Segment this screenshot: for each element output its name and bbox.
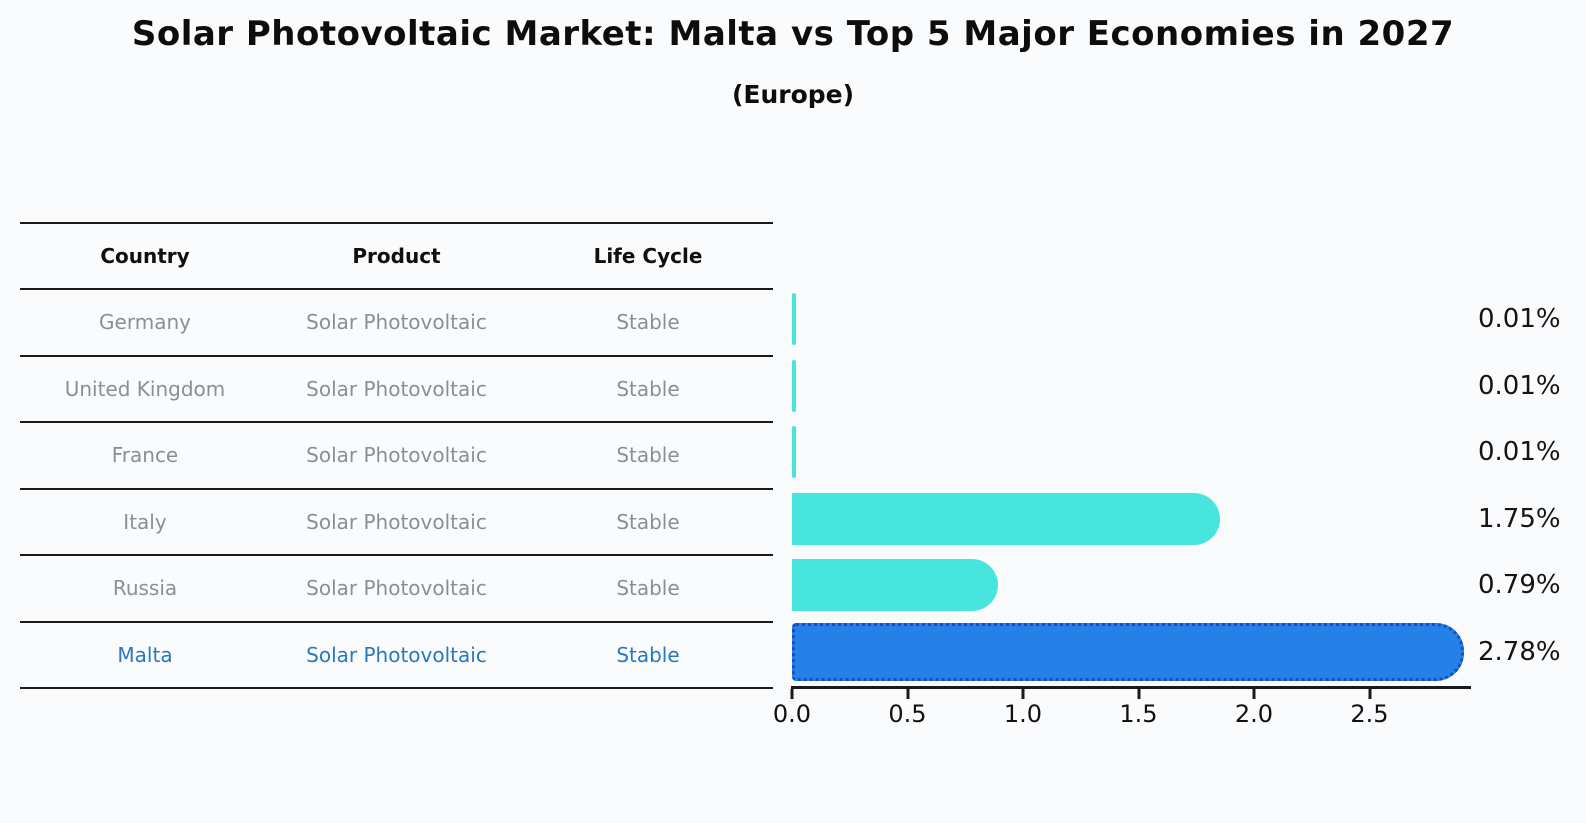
cell-product: Solar Photovoltaic [306, 642, 487, 667]
x-axis-tick [1021, 689, 1025, 699]
bar-russia [792, 559, 999, 612]
x-axis-tick [1368, 689, 1371, 699]
bar-germany [792, 293, 796, 346]
table-row-malta: Malta Solar Photovoltaic Stable [20, 623, 773, 689]
x-axis-tick-label: 0.0 [772, 700, 812, 728]
x-axis-line [791, 686, 1471, 689]
cell-product: Solar Photovoltaic [306, 310, 487, 335]
x-axis-tick [790, 689, 794, 699]
value-label-united-kingdom: 0.01% [1478, 370, 1561, 401]
bar-france [792, 426, 796, 479]
bar-united-kingdom [792, 359, 796, 412]
cell-product: Solar Photovoltaic [306, 376, 487, 401]
table-header-row: Country Product Life Cycle [20, 224, 773, 290]
x-axis-tick [906, 689, 909, 699]
value-label-france: 0.01% [1478, 437, 1561, 468]
table-row-united-kingdom: United Kingdom Solar Photovoltaic Stable [20, 357, 773, 423]
x-axis-tick [1137, 689, 1140, 699]
value-label-italy: 1.75% [1478, 503, 1561, 534]
value-label-malta: 2.78% [1478, 636, 1561, 667]
country-table: Country Product Life Cycle Germany Solar… [20, 222, 773, 689]
bar-malta [792, 622, 1465, 681]
x-axis-tick-label: 2.5 [1350, 700, 1389, 728]
cell-product: Solar Photovoltaic [306, 576, 487, 601]
x-axis-tick-label: 1.0 [1003, 700, 1043, 728]
table-row-france: France Solar Photovoltaic Stable [20, 423, 773, 490]
cell-country: France [111, 443, 179, 468]
cell-life-cycle: Stable [616, 642, 680, 667]
x-axis-tick-label: 0.5 [888, 700, 927, 728]
cell-life-cycle: Stable [616, 443, 680, 468]
column-header-life-cycle: Life Cycle [593, 244, 703, 268]
cell-country: Germany [99, 310, 191, 335]
table-row-russia: Russia Solar Photovoltaic Stable [20, 556, 773, 623]
x-axis-tick-label: 1.5 [1119, 700, 1158, 728]
cell-country: United Kingdom [64, 376, 226, 401]
column-header-product: Product [352, 244, 441, 268]
cell-life-cycle: Stable [616, 376, 680, 401]
column-header-country: Country [100, 244, 190, 268]
cell-life-cycle: Stable [616, 310, 680, 335]
value-label-germany: 0.01% [1478, 304, 1561, 335]
cell-country: Italy [123, 509, 167, 534]
bar-italy [792, 492, 1221, 545]
x-axis-tick-label: 2.0 [1234, 700, 1274, 728]
chart-subtitle: (Europe) [731, 80, 855, 109]
cell-product: Solar Photovoltaic [306, 443, 487, 468]
cell-product: Solar Photovoltaic [306, 509, 487, 534]
x-axis-tick [1252, 689, 1256, 699]
cell-life-cycle: Stable [616, 509, 680, 534]
table-row-germany: Germany Solar Photovoltaic Stable [20, 290, 773, 357]
value-label-russia: 0.79% [1478, 570, 1561, 601]
table-row-italy: Italy Solar Photovoltaic Stable [20, 490, 773, 556]
cell-country: Russia [112, 576, 178, 601]
cell-country: Malta [117, 642, 173, 667]
chart-title: Solar Photovoltaic Market: Malta vs Top … [131, 14, 1455, 54]
cell-life-cycle: Stable [616, 576, 680, 601]
